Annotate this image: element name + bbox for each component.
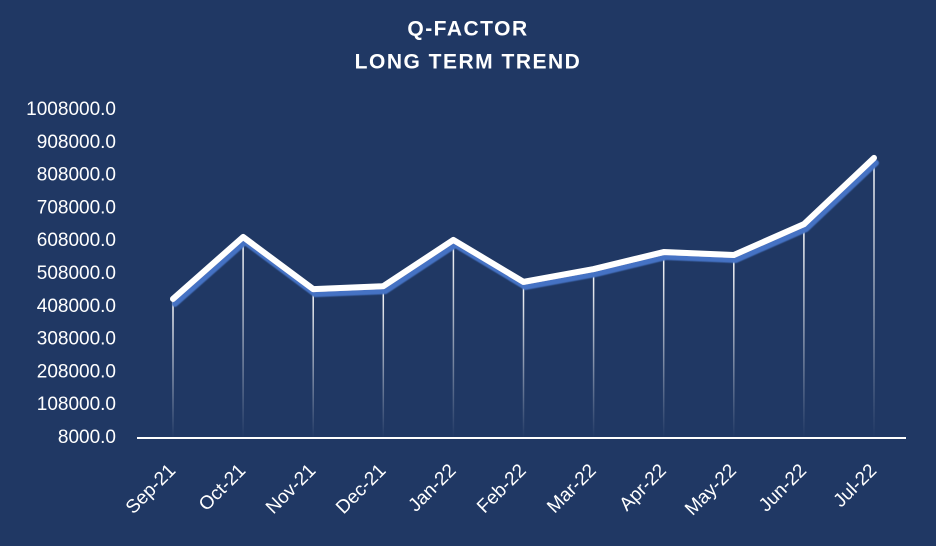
drop-line xyxy=(733,254,735,438)
drop-line xyxy=(592,269,595,438)
y-tick-label: 908000.0 xyxy=(37,132,116,153)
drop-line xyxy=(382,286,385,438)
drop-line xyxy=(522,281,525,438)
y-tick-label: 708000.0 xyxy=(37,197,116,218)
y-tick-label: 808000.0 xyxy=(37,165,116,186)
drop-line xyxy=(873,157,875,438)
y-tick-label: 208000.0 xyxy=(37,361,116,382)
y-tick-label: 408000.0 xyxy=(37,296,116,317)
y-tick-label: 1008000.0 xyxy=(26,99,116,120)
chart-subtitle: LONG TERM TREND xyxy=(355,51,582,74)
y-tick-label: 8000.0 xyxy=(58,427,116,448)
drop-line xyxy=(172,298,174,438)
y-tick-label: 308000.0 xyxy=(37,329,116,350)
drop-line xyxy=(312,289,314,438)
y-tick-label: 508000.0 xyxy=(37,263,116,284)
chart-title: Q-FACTOR xyxy=(407,18,528,41)
drop-line xyxy=(452,239,455,438)
drop-line xyxy=(242,236,244,438)
y-tick-label: 108000.0 xyxy=(37,394,116,415)
drop-line xyxy=(662,252,665,438)
line-series xyxy=(170,154,877,302)
drop-line xyxy=(803,224,805,438)
y-tick-label: 608000.0 xyxy=(37,230,116,251)
